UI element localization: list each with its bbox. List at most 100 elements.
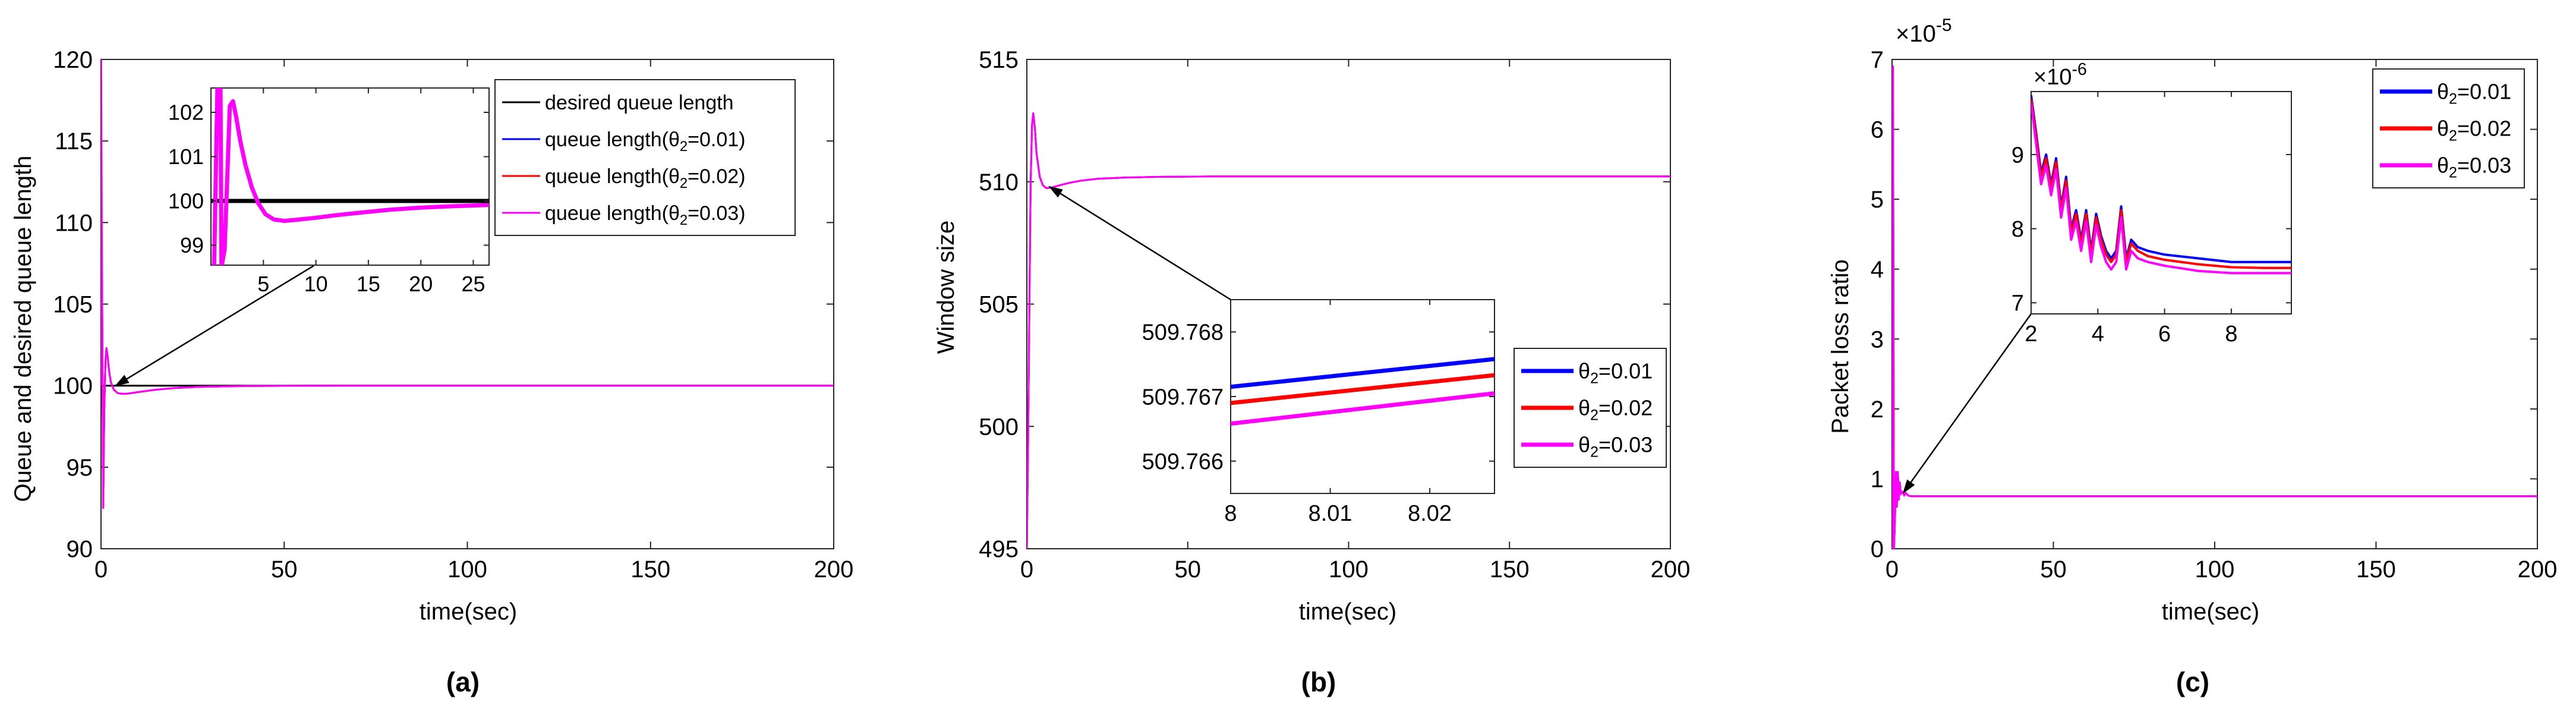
inset-x-tick-label: 2: [2025, 322, 2037, 347]
x-tick-label: 150: [630, 556, 670, 583]
annotation-arrow: [1902, 313, 2032, 494]
inset-x-tick-label: 8.02: [1408, 501, 1452, 526]
inset-series-line: [2031, 99, 2291, 269]
y-tick-label: 500: [979, 414, 1019, 440]
x-tick-label: 50: [1175, 556, 1202, 583]
inset-plot: 5 10 15 20 25 99 100 101 102: [168, 87, 490, 296]
y-tick-label: 5: [1871, 187, 1884, 213]
y-tick-label: 510: [979, 169, 1019, 196]
y-tick-label: 3: [1871, 326, 1884, 353]
series-line: [1027, 112, 1670, 549]
inset-area: [210, 87, 490, 266]
inset-y-tick-label: 7: [2011, 291, 2024, 316]
x-tick-label: 100: [447, 556, 487, 583]
y-tick-label: 0: [1871, 536, 1884, 562]
annotation-arrow: [1048, 185, 1231, 301]
legend-label: θ2=0.01: [2437, 80, 2511, 108]
y-axis-title: Packet loss ratio: [1827, 259, 1853, 433]
inset-x-tick-label: 15: [357, 272, 380, 296]
x-axis-title: time(sec): [2162, 599, 2259, 625]
x-axis-title: time(sec): [1299, 599, 1396, 625]
inset-x-tick-label: 5: [257, 272, 269, 296]
legend-label: θ2=0.02: [1578, 396, 1653, 424]
inset-x-tick-label: 8.01: [1309, 501, 1352, 526]
inset-y-tick-label: 509.768: [1142, 320, 1224, 345]
chart-b: Window size time(sec) (b) 0 50 100 150 200 49…: [933, 47, 1690, 697]
y-tick-label: 120: [53, 47, 93, 73]
legend-label: θ2=0.03: [2437, 153, 2511, 181]
legend-label: θ2=0.03: [1578, 433, 1653, 461]
x-tick-label: 50: [271, 556, 298, 583]
series-line: [101, 58, 834, 509]
y-tick-label: 115: [55, 128, 93, 155]
inset-x-tick-label: 25: [461, 272, 485, 296]
inset-y-tick-label: 102: [168, 100, 204, 125]
y-tick-label: 495: [979, 536, 1019, 562]
inset-x-tick-label: 10: [304, 272, 328, 296]
chart-c: Packet loss ratio time(sec) (c) 0 50 100 15…: [1827, 15, 2557, 697]
y-tick-label: 515: [979, 47, 1019, 73]
inset-y-tick-label: 100: [168, 189, 204, 213]
x-tick-label: 0: [94, 556, 108, 583]
legend: θ2=0.01 θ2=0.02 θ2=0.03: [1514, 348, 1667, 468]
inset-x-tick-label: 20: [409, 272, 433, 296]
inset-series-line: [1231, 391, 1494, 426]
x-tick-label: 0: [1886, 556, 1899, 583]
chart-a: Queue and desired queue length time(sec)…: [10, 47, 853, 697]
y-tick-label: 7: [1871, 47, 1884, 73]
inset-y-tick-label: 509.767: [1142, 385, 1224, 410]
inset-y-tick-label: 509.766: [1142, 449, 1224, 474]
y-tick-label: 6: [1871, 117, 1884, 143]
y-tick-label: 505: [979, 292, 1019, 318]
y-axis-title: Queue and desired queue length: [10, 156, 36, 502]
inset-y-tick-label: 99: [180, 233, 204, 257]
y-tick-label: 105: [53, 292, 93, 318]
inset-y-tick-label: 8: [2011, 217, 2024, 242]
y-tick-label: 110: [55, 210, 93, 236]
inset-series-line: [2031, 102, 2291, 275]
inset-y-tick-label: 101: [168, 144, 204, 169]
y-tick-label: 100: [53, 373, 93, 400]
x-tick-label: 200: [1651, 556, 1691, 583]
y-tick-label: 90: [67, 536, 93, 562]
y-tick-label: 1: [1871, 466, 1884, 492]
x-axis-title: time(sec): [420, 599, 517, 625]
x-tick-label: 200: [814, 556, 854, 583]
legend-label: desired queue length: [545, 92, 734, 114]
y-tick-label: 4: [1871, 257, 1884, 283]
legend-label: θ2=0.01: [1578, 359, 1653, 387]
inset-x-tick-label: 8: [2225, 322, 2237, 347]
inset-area: [2030, 91, 2292, 314]
y-scale-exponent: ×10-5: [1896, 15, 1952, 47]
inset-series-line: [1231, 373, 1494, 405]
legend: desired queue length queue length(θ2=0.01…: [494, 79, 796, 236]
x-tick-label: 150: [1490, 556, 1530, 583]
inset-x-tick-label: 4: [2092, 322, 2104, 347]
inset-plot: 8 8.01 8.02 509.766 509.767 509.768: [1142, 299, 1495, 526]
legend-label: queue length(θ2=0.02): [545, 165, 745, 191]
x-tick-label: 100: [2195, 556, 2235, 583]
legend-box: [494, 79, 796, 236]
annotation-arrow: [114, 265, 314, 386]
series-line: [1892, 65, 2537, 550]
panel-label: (c): [2176, 666, 2209, 697]
inset-x-tick-label: 8: [1224, 501, 1237, 526]
panel-label: (a): [446, 666, 480, 697]
y-tick-label: 95: [67, 455, 93, 481]
legend: θ2=0.01 θ2=0.02 θ2=0.03: [2372, 68, 2525, 188]
inset-series-line: [212, 88, 489, 265]
legend-label: queue length(θ2=0.03): [545, 202, 745, 228]
x-tick-label: 0: [1020, 556, 1033, 583]
legend-label: θ2=0.02: [2437, 117, 2511, 144]
x-tick-label: 150: [2356, 556, 2396, 583]
x-tick-label: 50: [2040, 556, 2067, 583]
panel-label: (b): [1301, 666, 1336, 697]
y-axis-title: Window size: [933, 221, 959, 354]
inset-x-tick-label: 6: [2158, 322, 2171, 347]
y-tick-label: 2: [1871, 397, 1884, 423]
x-tick-label: 200: [2518, 556, 2558, 583]
x-tick-label: 100: [1329, 556, 1369, 583]
legend-label: queue length(θ2=0.01): [545, 128, 745, 155]
